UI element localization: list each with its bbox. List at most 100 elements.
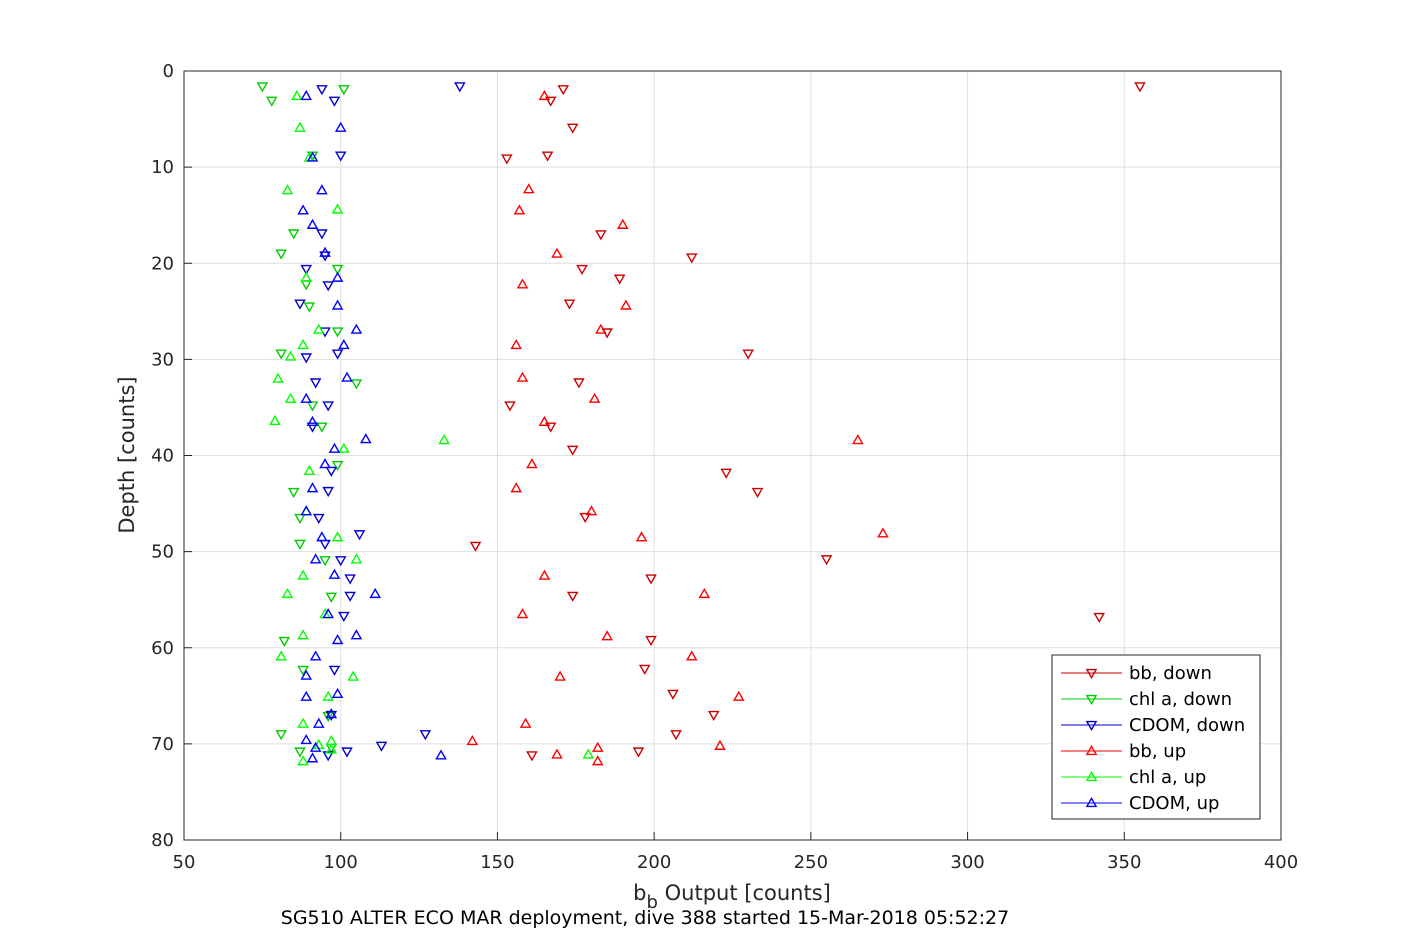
data-point xyxy=(278,636,291,648)
legend-item: bb, up xyxy=(1061,741,1186,762)
data-point xyxy=(312,323,325,334)
data-point xyxy=(328,442,341,453)
data-point xyxy=(309,741,322,752)
data-point xyxy=(309,553,322,564)
data-point xyxy=(588,392,601,403)
data-point xyxy=(341,747,353,758)
data-point xyxy=(566,591,579,602)
data-point xyxy=(275,650,287,661)
data-point xyxy=(294,513,306,524)
data-point xyxy=(341,371,353,382)
x-tick-label: 300 xyxy=(950,852,984,873)
series-bb-down xyxy=(469,82,1146,762)
data-point xyxy=(620,299,632,310)
data-point xyxy=(328,568,341,579)
data-point xyxy=(369,587,381,599)
x-tick-label: 100 xyxy=(324,852,358,873)
data-point xyxy=(306,218,319,229)
x-axis-label-main: b xyxy=(633,881,646,905)
data-point xyxy=(294,121,306,132)
y-tick-label: 70 xyxy=(151,734,174,755)
data-point xyxy=(334,556,347,567)
y-tick-label: 10 xyxy=(151,157,174,178)
data-point xyxy=(544,422,557,433)
y-axis-label: Depth [counts] xyxy=(115,376,139,533)
data-point xyxy=(325,743,338,754)
data-point xyxy=(554,670,566,681)
x-tick-label: 250 xyxy=(794,852,828,873)
legend-label: CDOM, up xyxy=(1129,793,1219,814)
data-point xyxy=(331,299,344,310)
data-point xyxy=(707,710,720,722)
data-point xyxy=(347,670,360,681)
legend-label: bb, down xyxy=(1129,663,1212,684)
data-point xyxy=(510,482,523,493)
data-markers xyxy=(256,82,1146,766)
data-point xyxy=(303,464,316,476)
data-point xyxy=(325,710,338,722)
legend-marker xyxy=(1085,770,1098,782)
data-point xyxy=(306,415,319,427)
legend-label: chl a, down xyxy=(1129,689,1232,710)
legend-item: CDOM, up xyxy=(1061,793,1219,814)
data-point xyxy=(284,392,297,403)
series-cdom-up xyxy=(297,89,447,763)
data-point xyxy=(300,89,313,101)
data-point xyxy=(632,747,645,758)
data-point xyxy=(297,204,309,215)
data-point xyxy=(303,302,316,313)
data-point xyxy=(538,89,551,101)
legend-item: chl a, down xyxy=(1061,689,1232,710)
legend-marker xyxy=(1085,668,1098,680)
data-point xyxy=(297,338,309,350)
y-tick-label: 40 xyxy=(151,446,174,467)
data-point xyxy=(319,556,331,567)
data-point xyxy=(300,353,313,364)
chart-caption: SG510 ALTER ECO MAR deployment, dive 388… xyxy=(281,907,1009,929)
data-point xyxy=(306,151,319,162)
data-point xyxy=(1093,612,1106,624)
data-point xyxy=(501,154,513,165)
legend-marker xyxy=(1085,694,1098,706)
data-point xyxy=(353,530,366,541)
data-point xyxy=(319,458,331,469)
data-point xyxy=(714,739,726,750)
data-point xyxy=(551,748,563,759)
data-point xyxy=(579,512,591,524)
data-point xyxy=(595,323,607,334)
legend-item: bb, down xyxy=(1061,663,1212,684)
data-point xyxy=(300,392,313,403)
data-point xyxy=(742,349,754,360)
data-point xyxy=(522,183,535,194)
data-point xyxy=(585,505,598,516)
data-point xyxy=(732,690,745,701)
data-point xyxy=(325,592,338,603)
data-point xyxy=(275,249,287,260)
data-point xyxy=(275,349,287,360)
data-point xyxy=(526,458,538,469)
data-point xyxy=(328,96,341,107)
data-point xyxy=(720,468,733,479)
data-point xyxy=(566,123,579,134)
data-point xyxy=(359,433,372,444)
data-point xyxy=(297,665,309,676)
data-point xyxy=(306,752,319,763)
data-point xyxy=(331,634,344,645)
data-point xyxy=(331,460,344,472)
data-point xyxy=(591,755,604,766)
data-point xyxy=(526,751,538,762)
data-point xyxy=(573,378,585,389)
y-tick-label: 50 xyxy=(151,542,174,563)
data-point xyxy=(331,264,344,276)
data-point xyxy=(338,611,350,623)
data-point xyxy=(685,253,698,264)
data-point xyxy=(350,323,363,334)
data-point xyxy=(516,278,529,289)
data-point xyxy=(516,371,529,382)
series-bb-up xyxy=(466,89,889,766)
data-point xyxy=(557,85,570,96)
data-point xyxy=(751,487,764,499)
data-point xyxy=(454,82,466,93)
data-point xyxy=(350,553,363,564)
